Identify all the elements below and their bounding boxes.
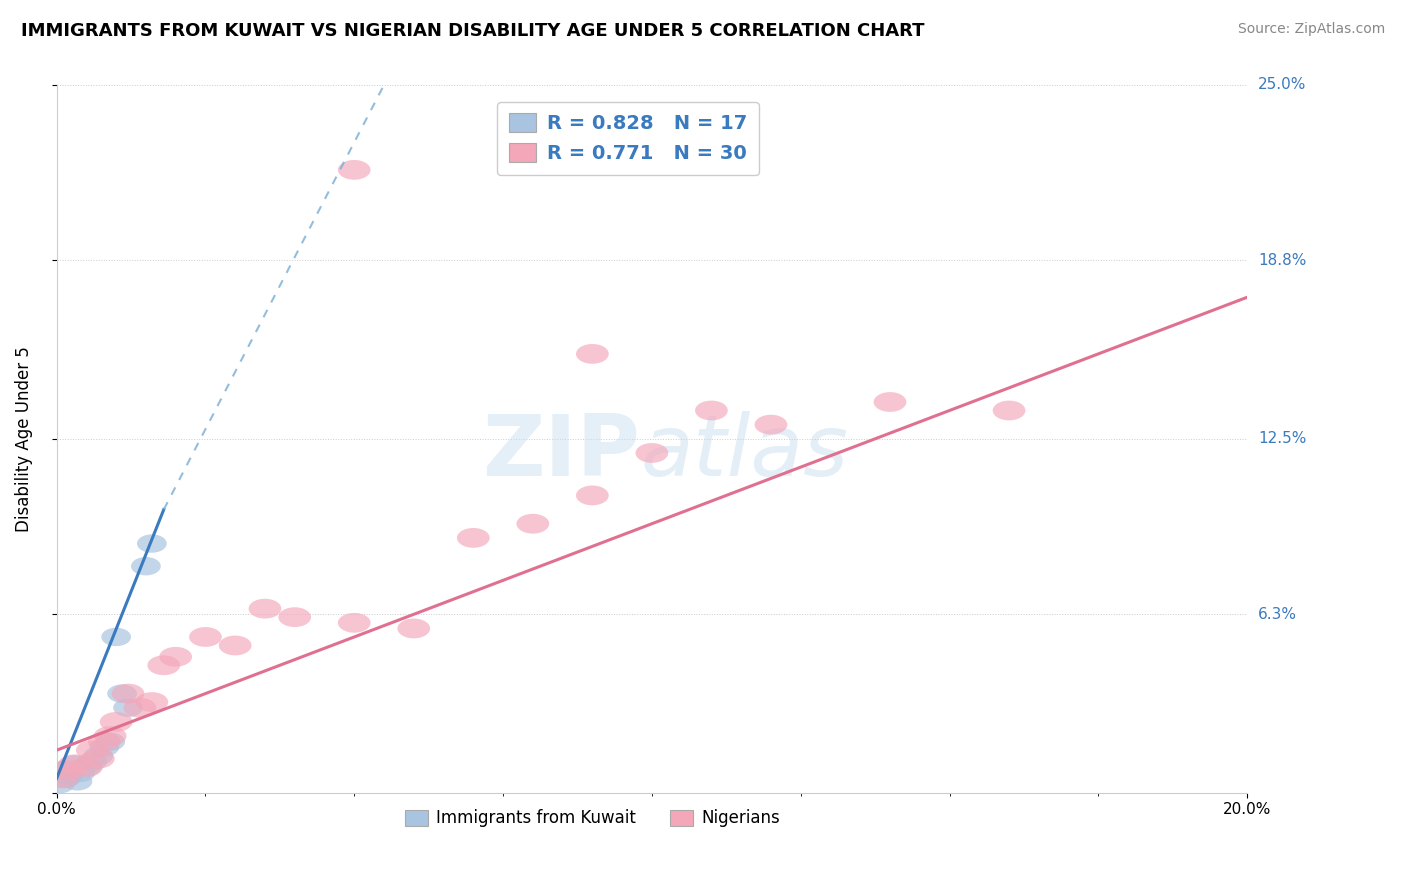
Ellipse shape xyxy=(249,599,281,618)
Ellipse shape xyxy=(70,757,103,777)
Text: Source: ZipAtlas.com: Source: ZipAtlas.com xyxy=(1237,22,1385,37)
Ellipse shape xyxy=(278,607,311,627)
Ellipse shape xyxy=(45,775,75,793)
Ellipse shape xyxy=(100,712,132,731)
Ellipse shape xyxy=(457,528,489,548)
Text: 12.5%: 12.5% xyxy=(1258,432,1306,446)
Ellipse shape xyxy=(76,740,108,760)
Legend: Immigrants from Kuwait, Nigerians: Immigrants from Kuwait, Nigerians xyxy=(398,803,787,834)
Ellipse shape xyxy=(82,748,115,769)
Ellipse shape xyxy=(516,514,550,533)
Y-axis label: Disability Age Under 5: Disability Age Under 5 xyxy=(15,346,32,532)
Ellipse shape xyxy=(188,627,222,647)
Ellipse shape xyxy=(337,160,371,180)
Ellipse shape xyxy=(112,698,143,717)
Ellipse shape xyxy=(695,401,728,420)
Ellipse shape xyxy=(136,534,167,553)
Ellipse shape xyxy=(87,731,121,752)
Ellipse shape xyxy=(873,392,907,412)
Ellipse shape xyxy=(755,415,787,434)
Ellipse shape xyxy=(398,618,430,639)
Ellipse shape xyxy=(83,747,112,765)
Ellipse shape xyxy=(124,698,156,718)
Ellipse shape xyxy=(576,344,609,364)
Ellipse shape xyxy=(576,485,609,506)
Ellipse shape xyxy=(101,628,131,646)
Ellipse shape xyxy=(52,760,84,780)
Ellipse shape xyxy=(993,401,1025,420)
Ellipse shape xyxy=(77,752,107,771)
Ellipse shape xyxy=(59,756,90,773)
Text: 18.8%: 18.8% xyxy=(1258,253,1306,268)
Ellipse shape xyxy=(96,732,125,751)
Ellipse shape xyxy=(159,647,193,666)
Ellipse shape xyxy=(111,683,145,704)
Ellipse shape xyxy=(72,758,101,776)
Text: IMMIGRANTS FROM KUWAIT VS NIGERIAN DISABILITY AGE UNDER 5 CORRELATION CHART: IMMIGRANTS FROM KUWAIT VS NIGERIAN DISAB… xyxy=(21,22,925,40)
Ellipse shape xyxy=(90,739,120,756)
Ellipse shape xyxy=(48,761,77,780)
Text: 25.0%: 25.0% xyxy=(1258,78,1306,93)
Text: 6.3%: 6.3% xyxy=(1258,607,1298,622)
Ellipse shape xyxy=(66,764,96,782)
Ellipse shape xyxy=(94,726,127,746)
Ellipse shape xyxy=(135,692,169,712)
Ellipse shape xyxy=(51,769,80,788)
Text: atlas: atlas xyxy=(640,411,848,494)
Ellipse shape xyxy=(62,772,93,790)
Ellipse shape xyxy=(148,656,180,675)
Ellipse shape xyxy=(107,684,136,703)
Text: ZIP: ZIP xyxy=(482,411,640,494)
Ellipse shape xyxy=(636,443,668,463)
Ellipse shape xyxy=(58,755,91,774)
Ellipse shape xyxy=(219,635,252,656)
Ellipse shape xyxy=(131,557,160,575)
Ellipse shape xyxy=(46,769,79,789)
Ellipse shape xyxy=(337,613,371,632)
Ellipse shape xyxy=(53,766,83,785)
